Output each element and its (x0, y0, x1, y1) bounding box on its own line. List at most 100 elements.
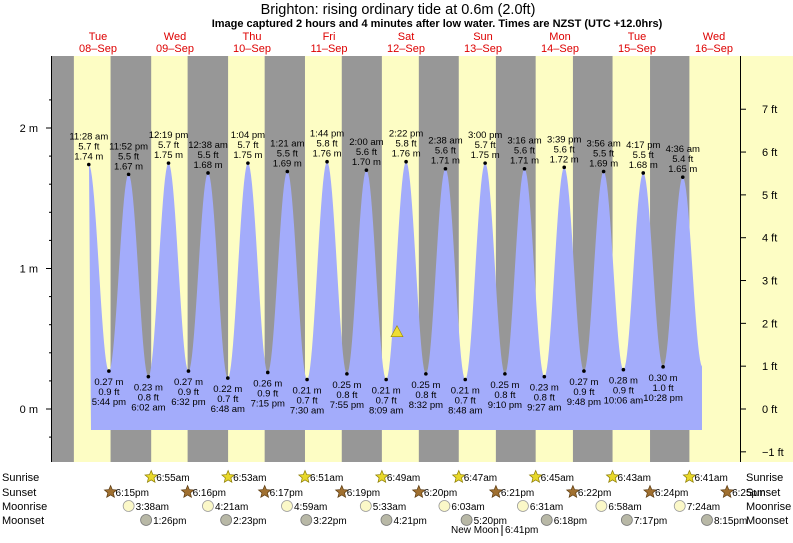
low-tide-point (345, 372, 349, 376)
day-date-label: 08–Sep (79, 43, 117, 55)
chart-title: Brighton: rising ordinary tide at 0.6m (… (261, 2, 536, 18)
right-tick-label: 3 ft (762, 276, 777, 288)
right-tick-label: 6 ft (762, 147, 777, 159)
high-tide-label: 5.6 ft (554, 144, 575, 155)
moonrise-row-label-right: Moonrise (746, 501, 791, 513)
high-tide-point (601, 169, 606, 174)
left-tick-label: 2 m (20, 123, 38, 135)
sunset-time: 6:25pm (732, 488, 765, 499)
high-tide-label: 11:28 am (69, 132, 108, 143)
moonset-time: 8:15pm (714, 516, 747, 527)
sunrise-time: 6:55am (156, 473, 189, 484)
moonrise-row-label-left: Moonrise (2, 501, 47, 513)
sunset-time: 6:20pm (424, 488, 457, 499)
chart-subtitle: Image captured 2 hours and 4 minutes aft… (212, 18, 663, 30)
low-tide-label: 0.7 ft (376, 395, 397, 406)
right-tick-label: −1 ft (762, 447, 784, 459)
right-tick-label: 7 ft (762, 104, 777, 116)
low-tide-label: 0.25 m (332, 380, 361, 391)
moonset-icon (140, 514, 152, 526)
moonrise-icon (438, 500, 451, 512)
high-tide-label: 1.65 m (668, 164, 697, 175)
high-tide-label: 2:22 pm (389, 129, 423, 140)
high-tide-point (483, 161, 487, 165)
tide-labels: 11:28 am5.7 ft1.74 m0.27 m0.9 ft5:44 pm1… (69, 129, 700, 417)
high-tide-label: 1.75 m (471, 150, 500, 161)
sunset-icon (103, 484, 118, 499)
tide-area (89, 161, 702, 430)
low-tide-label: 0.25 m (490, 380, 519, 391)
low-tide-label: 9:48 pm (567, 397, 601, 408)
sunrise-icon (528, 469, 543, 484)
sunrise-time: 6:41am (694, 473, 727, 484)
day-name-label: Tue (89, 31, 108, 43)
low-tide-label: 10:28 pm (643, 393, 683, 404)
low-tide-label: 6:32 pm (171, 397, 205, 408)
low-tide-point (582, 369, 586, 373)
moonset-time: 2:23pm (233, 516, 266, 527)
high-tide-point (562, 165, 567, 170)
high-tide-label: 5.6 ft (356, 147, 377, 158)
high-tide-label: 4:17 pm (626, 140, 660, 151)
low-tide-label: 8:09 am (369, 405, 403, 416)
low-tide-label: 0.23 m (134, 383, 163, 394)
sunrise-icon (605, 469, 620, 484)
moonset-time: 6:18pm (554, 516, 587, 527)
low-tide-label: 0.26 m (253, 378, 282, 389)
sunset-time: 6:19pm (347, 488, 380, 499)
day-date-label: 14–Sep (541, 43, 579, 55)
high-tide-point (641, 171, 646, 175)
high-tide-label: 1.75 m (154, 150, 183, 161)
low-tide-label: 0.21 m (293, 385, 322, 396)
low-tide-label: 0.30 m (649, 373, 678, 384)
high-tide-point (166, 161, 171, 165)
low-tide-label: 0.27 m (94, 377, 123, 388)
low-tide-label: 6:48 am (211, 404, 245, 415)
high-tide-label: 5.8 ft (396, 139, 417, 150)
moonset-time: 3:22pm (313, 516, 346, 527)
day-name-label: Wed (703, 31, 725, 43)
high-tide-point (126, 172, 131, 177)
low-tide-point (542, 374, 547, 379)
moonset-icon (701, 514, 713, 526)
sunset-time: 6:21pm (501, 488, 534, 499)
sunrise-time: 6:43am (618, 473, 651, 484)
high-tide-label: 1:21 am (270, 139, 304, 150)
sunrise-row-label-left: Sunrise (2, 472, 39, 484)
moonrise-time: 5:33am (373, 502, 406, 513)
right-tick-label: 2 ft (762, 318, 777, 330)
sunrise-icon (682, 469, 697, 484)
moonset-icon (620, 514, 633, 526)
sunrise-icon (221, 469, 236, 484)
high-tide-label: 5.7 ft (158, 140, 179, 151)
high-tide-point (285, 169, 290, 174)
high-tide-label: 11:52 pm (109, 141, 148, 152)
sunset-time: 6:24pm (655, 488, 688, 499)
low-tide-label: 0.28 m (609, 376, 638, 387)
high-tide-label: 5.5 ft (197, 150, 218, 161)
moonrise-icon (595, 500, 608, 512)
day-date-label: 11–Sep (310, 43, 347, 55)
high-tide-point (443, 166, 448, 171)
new-moon-label: New Moon (451, 525, 499, 536)
high-tide-label: 5.6 ft (435, 146, 456, 157)
day-name-label: Thu (243, 31, 262, 43)
low-tide-label: 10:06 am (604, 396, 644, 407)
astronomy-rows: Sunrise Sunrise Sunset Sunset Moonrise Moonri… (2, 469, 791, 536)
right-tick-label: 5 ft (762, 190, 777, 202)
low-tide-point (463, 377, 468, 382)
low-tide-label: 0.21 m (451, 385, 480, 396)
high-tide-label: 1.69 m (273, 159, 302, 170)
high-tide-label: 12:38 am (188, 140, 228, 151)
low-tide-point (661, 365, 665, 369)
low-tide-point (305, 377, 309, 382)
day-name-label: Sun (473, 31, 493, 43)
day-date-label: 09–Sep (156, 43, 194, 55)
new-moon-time: 6:41pm (505, 525, 538, 536)
low-tide-point (265, 370, 270, 375)
sunset-time: 6:22pm (578, 488, 611, 499)
low-tide-point (146, 374, 151, 379)
low-tide-label: 0.7 ft (217, 394, 238, 405)
day-date-label: 10–Sep (233, 43, 271, 55)
